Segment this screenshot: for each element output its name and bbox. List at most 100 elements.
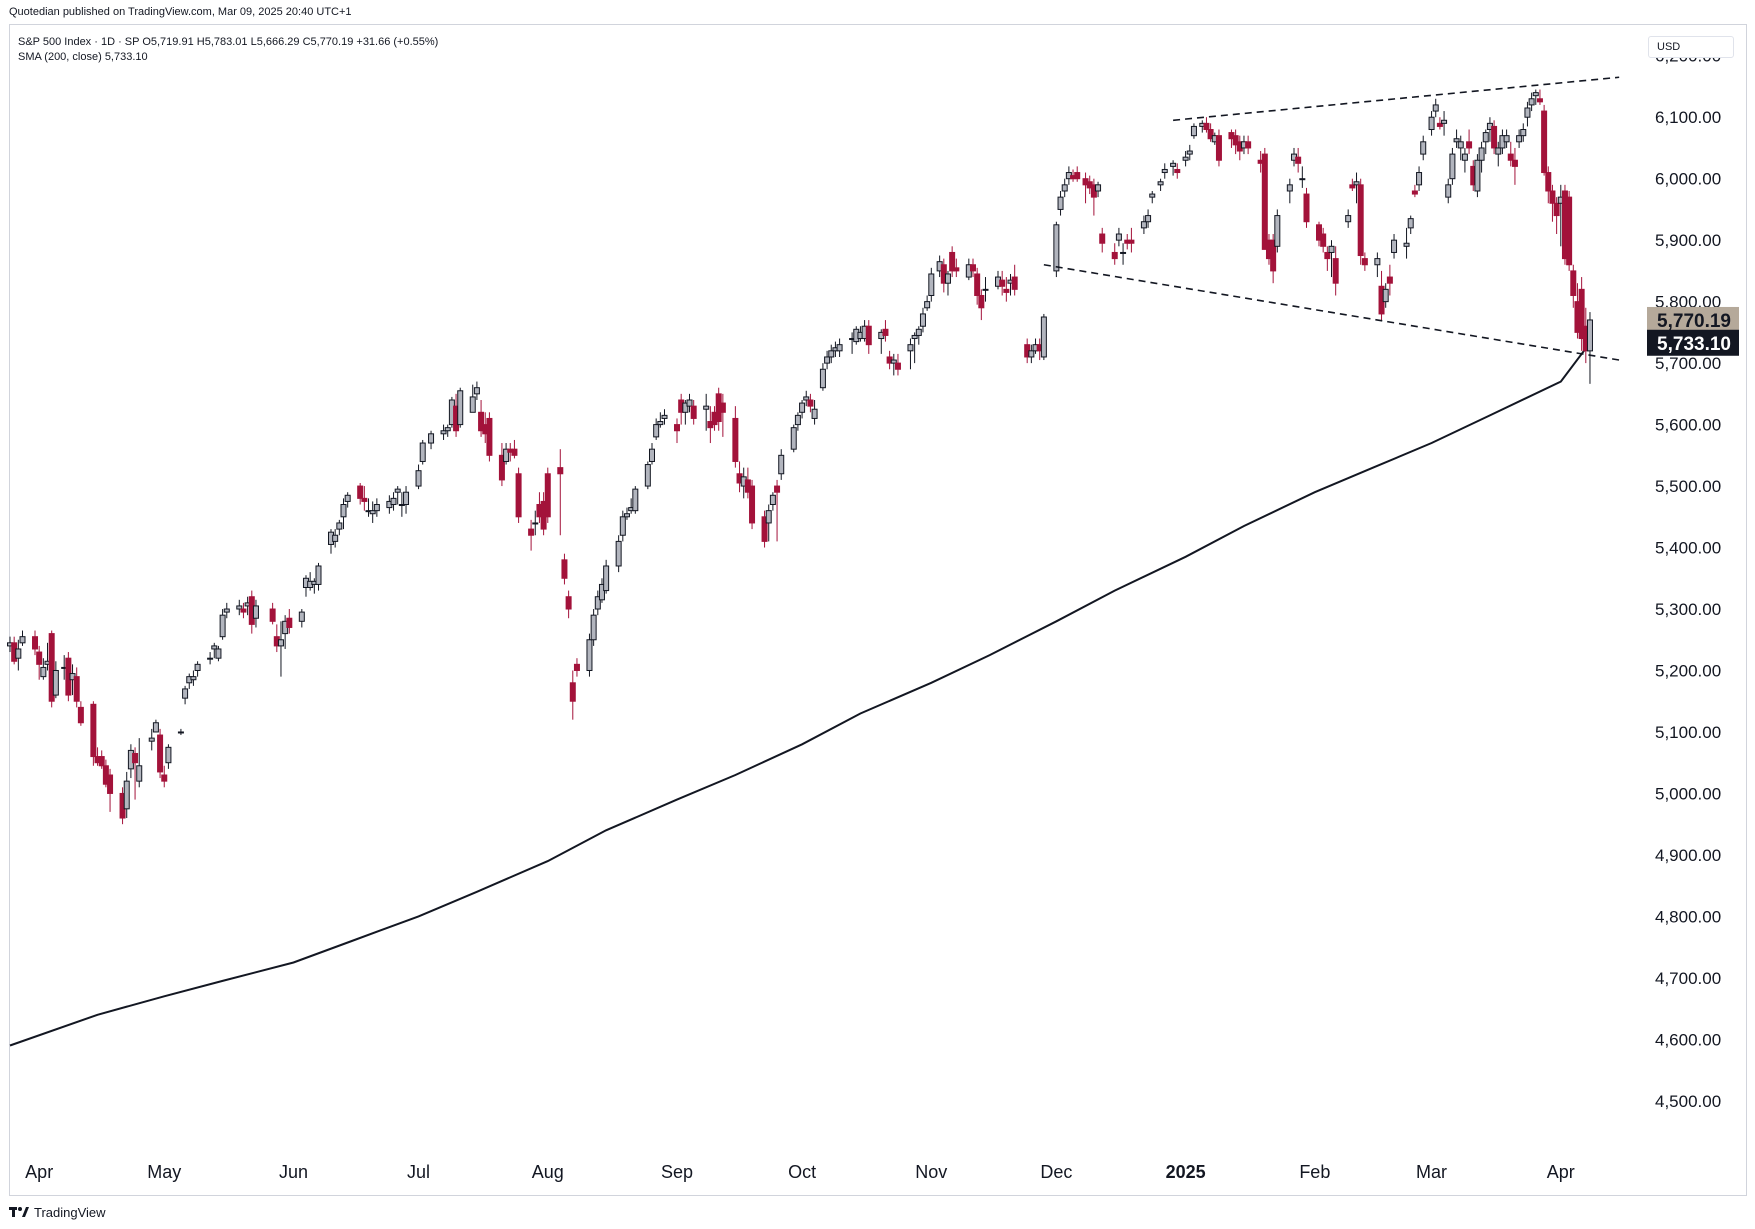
upper-trendline [1173, 76, 1620, 122]
candle-body [1416, 172, 1423, 186]
candle-body [1207, 129, 1214, 140]
candle-body [1407, 218, 1414, 229]
candle-body [1553, 202, 1560, 217]
candle-body [148, 737, 155, 742]
candle-body [1507, 153, 1514, 161]
candle-body [1286, 184, 1293, 192]
candle-body [1386, 276, 1393, 284]
published-caption: Quotedian published on TradingView.com, … [9, 6, 352, 18]
candle-body [1420, 141, 1427, 155]
candle-body [223, 608, 230, 613]
candle-body [1478, 147, 1485, 161]
y-tick-label: 5,800.00 [1655, 293, 1721, 312]
y-tick-label: 5,200.00 [1655, 661, 1721, 680]
candle-body [1391, 239, 1398, 253]
candle-body [1203, 122, 1210, 131]
candle-body [982, 288, 989, 291]
sma-value-label: 5,733.10 [1657, 334, 1731, 355]
candle-body [511, 448, 518, 456]
candle-body [803, 396, 810, 401]
y-tick-label: 5,400.00 [1655, 539, 1721, 558]
candle-body [1578, 288, 1585, 340]
candle-body [277, 639, 284, 647]
currency-button[interactable]: USD [1648, 36, 1734, 58]
candle-body [1170, 162, 1177, 167]
candle-body [403, 491, 410, 506]
candle-body [1474, 159, 1481, 192]
candle-body [1190, 125, 1197, 137]
candle-body [361, 497, 368, 502]
candle-body [1466, 141, 1473, 149]
candle-body [219, 614, 226, 638]
candle-body [1457, 141, 1464, 149]
candle-body [1074, 172, 1081, 180]
candle-body [211, 645, 218, 650]
candle-body [1528, 98, 1535, 106]
candle-body [132, 752, 139, 764]
candle-body [161, 774, 168, 782]
footer: TradingView [9, 1203, 106, 1221]
candle-body [457, 390, 464, 426]
y-tick-label: 5,000.00 [1655, 784, 1721, 803]
candle-body [1332, 258, 1339, 284]
candle-body [215, 648, 222, 659]
candle-body [544, 473, 551, 518]
candle-body [315, 565, 322, 585]
candle-body [369, 510, 376, 515]
candle-body [1566, 196, 1573, 266]
y-tick-label: 4,500.00 [1655, 1092, 1721, 1111]
symbol-legend[interactable]: S&P 500 Index · 1D · SP O5,719.91 H5,783… [18, 36, 439, 48]
candle-body [1111, 251, 1118, 260]
candle-body [1316, 224, 1323, 241]
candle-body [1382, 288, 1389, 303]
candle-body [1261, 153, 1268, 250]
candle-body [865, 325, 872, 346]
candle-body [598, 583, 605, 601]
candle-body [152, 722, 159, 733]
candle-body [90, 703, 97, 758]
candle-body [269, 608, 276, 622]
x-tick-label: May [147, 1162, 181, 1182]
candle-body [1403, 242, 1410, 247]
sma-line [9, 342, 1591, 1047]
candle-body [15, 648, 22, 659]
top-bar: Quotedian published on TradingView.com, … [0, 0, 1755, 18]
candle-body [1586, 319, 1593, 352]
chart-frame[interactable] [9, 24, 1747, 1196]
candle-body [1449, 153, 1456, 180]
candle-body [836, 344, 843, 352]
candle-body [619, 516, 626, 536]
candle-body [1453, 138, 1460, 143]
candle-body [419, 442, 426, 462]
candle-body [1270, 239, 1277, 272]
candle-body [949, 251, 956, 272]
x-tick-label: Mar [1416, 1162, 1447, 1182]
candle-body [569, 682, 576, 702]
candle-body [1149, 193, 1156, 198]
candle-body [894, 362, 901, 370]
candle-body [953, 267, 960, 272]
candle-body [790, 427, 797, 450]
candle-body [240, 608, 247, 613]
chart-legend[interactable]: S&P 500 Index · 1D · SP O5,719.91 H5,783… [18, 35, 438, 65]
candle-body [1140, 221, 1147, 229]
candle-body [486, 417, 493, 456]
candle-body [690, 405, 697, 419]
candle-body [1461, 153, 1468, 161]
candle-body [1182, 156, 1189, 161]
candle-body [703, 405, 710, 410]
candle-body [36, 651, 43, 665]
candle-body [190, 676, 197, 681]
candle-body [974, 273, 981, 296]
candle-body [40, 666, 47, 678]
candle-body [774, 485, 781, 493]
candle-body [123, 780, 130, 810]
candle-body [77, 706, 84, 724]
sma-legend[interactable]: SMA (200, close) 5,733.10 [18, 51, 148, 63]
candle-body [286, 617, 293, 628]
x-tick-label: Jun [279, 1162, 308, 1182]
candle-body [907, 344, 914, 352]
candle-body [1495, 147, 1502, 155]
candle-body [1374, 258, 1381, 266]
